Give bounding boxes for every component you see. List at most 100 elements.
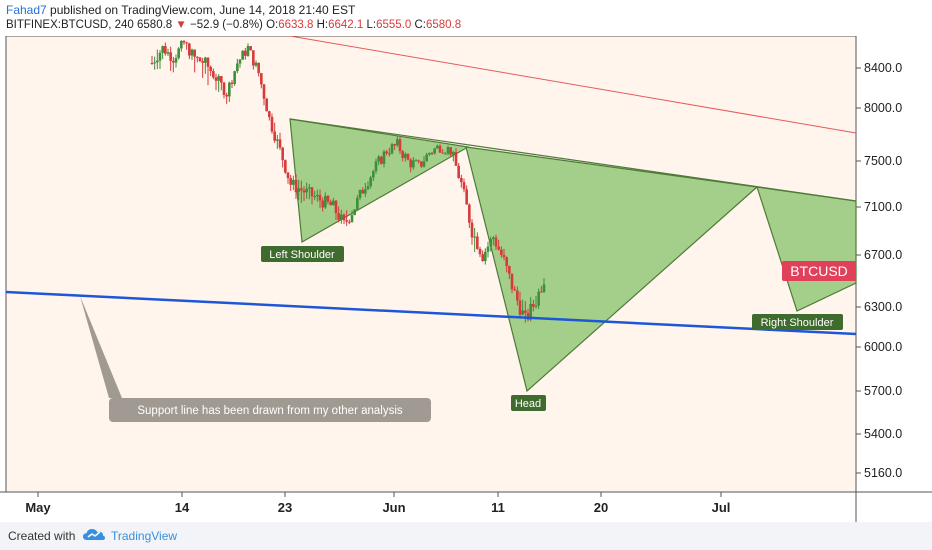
- high-label: H:: [316, 19, 329, 31]
- candle-body: [486, 246, 490, 252]
- candle-body: [441, 152, 444, 154]
- candle-body: [217, 76, 220, 81]
- candle-body: [246, 46, 250, 56]
- candle-body: [417, 160, 420, 162]
- candle-body: [500, 249, 503, 256]
- left-shoulder-label: Left Shoulder: [261, 246, 344, 262]
- time-axis[interactable]: May 14 23 Jun 11 20 Jul: [25, 492, 730, 515]
- candle-body: [268, 111, 271, 118]
- candle-body: [398, 139, 402, 152]
- candle-body: [484, 251, 487, 262]
- support-callout[interactable]: Support line has been drawn from my othe…: [80, 296, 431, 422]
- candle-body: [348, 221, 351, 223]
- candle-body: [449, 147, 452, 155]
- candle-body: [249, 46, 252, 51]
- chart-area[interactable]: Left Shoulder Head Right Shoulder Suppor…: [0, 35, 932, 522]
- x-tick-label: Jun: [382, 500, 405, 515]
- candle-body: [537, 291, 540, 306]
- candle-body: [508, 266, 511, 274]
- candle-body: [156, 60, 159, 63]
- candle-body: [310, 187, 314, 197]
- candle-body: [324, 195, 327, 208]
- candle-body: [326, 195, 330, 202]
- candle-body: [380, 156, 383, 164]
- candle-body: [433, 148, 436, 154]
- candle-body: [388, 153, 391, 155]
- head-text: Head: [515, 398, 541, 410]
- candle-body: [153, 62, 156, 64]
- tradingview-cloud-icon[interactable]: [82, 527, 106, 546]
- candle-body: [494, 237, 498, 247]
- candle-body: [521, 310, 524, 315]
- price-chart[interactable]: Left Shoulder Head Right Shoulder Suppor…: [0, 35, 932, 522]
- candle-body: [478, 248, 482, 255]
- candle-body: [332, 200, 335, 206]
- candle-body: [188, 43, 191, 56]
- candle-body: [297, 188, 300, 193]
- down-arrow-icon: ▼: [175, 19, 187, 31]
- candle-body: [412, 160, 415, 168]
- candle-body: [220, 76, 223, 83]
- symbol-price-tag: BTCUSD: [782, 261, 856, 281]
- neckline[interactable]: [289, 118, 857, 202]
- y-tick-label: 8000.0: [864, 101, 902, 115]
- candle-body: [254, 62, 258, 66]
- candle-body: [302, 190, 306, 193]
- y-tick-label: 5400.0: [864, 427, 902, 441]
- publish-line: Fahad7 published on TradingView.com, Jun…: [6, 3, 355, 17]
- last-price: 6580.8: [137, 19, 173, 31]
- candle-body: [321, 200, 324, 208]
- right-shoulder-label: Right Shoulder: [752, 314, 843, 330]
- candle-body: [182, 40, 186, 43]
- candle-body: [164, 46, 167, 54]
- candle-body: [510, 273, 514, 290]
- candle-body: [540, 291, 543, 293]
- candle-body: [334, 200, 338, 214]
- candle-body: [364, 189, 367, 194]
- candle-body: [502, 255, 506, 258]
- candle-body: [204, 57, 207, 63]
- left-shoulder-text: Left Shoulder: [269, 249, 335, 261]
- candle-body: [230, 82, 234, 84]
- candle-body: [470, 222, 474, 238]
- candle-body: [305, 188, 308, 193]
- resistance-trendline[interactable]: [289, 35, 857, 134]
- candle-body: [406, 153, 410, 160]
- candle-body: [497, 246, 500, 250]
- y-tick-label: 6000.0: [864, 340, 902, 354]
- candle-body: [198, 57, 202, 62]
- price-tag-text: BTCUSD: [790, 263, 848, 279]
- candle-body: [225, 94, 228, 97]
- tradingview-brand[interactable]: TradingView: [111, 529, 178, 543]
- x-tick-label: 20: [594, 500, 608, 515]
- candle-body: [481, 254, 484, 262]
- candle-body: [473, 236, 476, 238]
- ohlc-line: BITFINEX:BTCUSD, 240 6580.8 ▼ −52.9 (−0.…: [6, 19, 461, 31]
- candle-body: [513, 289, 516, 291]
- candle-body: [244, 50, 247, 56]
- candle-body: [353, 209, 356, 216]
- candlestick-series: [150, 40, 546, 323]
- candle-body: [372, 171, 375, 178]
- candle-body: [337, 213, 340, 220]
- y-tick-label: 7100.0: [864, 200, 902, 214]
- candle-body: [300, 188, 303, 191]
- candle-body: [404, 153, 407, 158]
- head-triangle[interactable]: [465, 146, 759, 393]
- chart-header: Fahad7 published on TradingView.com, Jun…: [0, 0, 932, 36]
- candle-body: [329, 201, 332, 206]
- author-link[interactable]: Fahad7: [6, 3, 47, 17]
- candle-body: [209, 66, 212, 72]
- support-line[interactable]: [5, 290, 857, 336]
- candle-body: [308, 187, 311, 189]
- candle-body: [460, 177, 463, 183]
- candle-body: [169, 52, 172, 61]
- price-axis[interactable]: 8400.0 8000.0 7500.0 7100.0 6700.0 6300.0 6000…: [856, 61, 902, 480]
- candle-body: [414, 160, 418, 162]
- candle-body: [361, 189, 364, 194]
- candle-body: [492, 237, 495, 240]
- candle-body: [345, 220, 348, 222]
- candle-body: [262, 84, 266, 99]
- candle-body: [185, 42, 188, 44]
- candle-body: [524, 310, 527, 313]
